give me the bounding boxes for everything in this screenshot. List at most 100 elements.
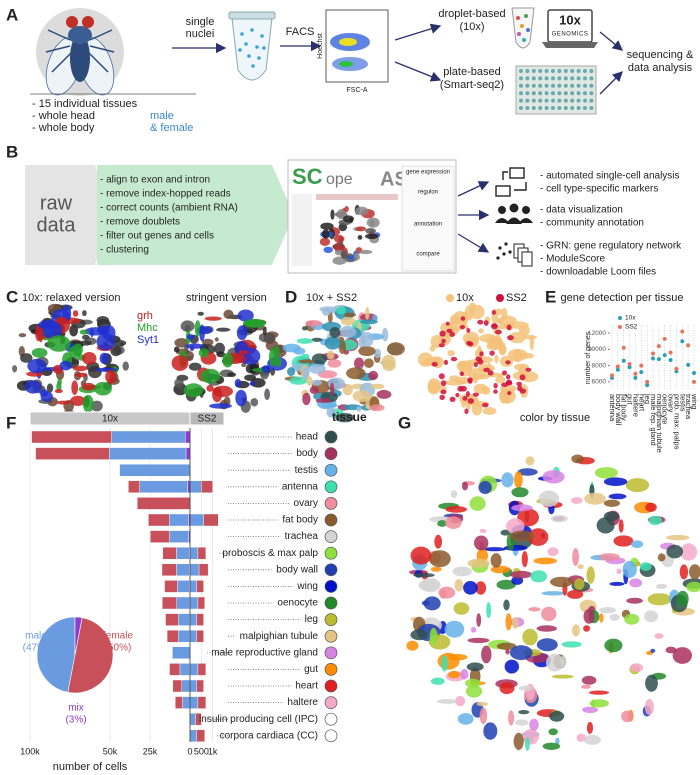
bar-segment [177,580,190,593]
bar-segment [189,713,196,726]
tissue-swatch [324,696,338,709]
well [544,69,549,73]
cell-cluster [465,678,481,688]
icon-computers [495,167,527,197]
dot [627,365,632,370]
cell-cluster [38,320,59,330]
x-tick-label: heart [637,394,646,412]
cell-cluster [547,547,559,557]
cell-cluster [311,337,323,342]
cell-cluster [583,625,591,632]
cell-cluster [528,607,541,612]
cell-cluster [216,351,226,358]
cell-cluster [613,535,634,547]
cell-cluster [644,699,655,715]
cell-cluster [486,602,492,619]
bar-segment [168,513,189,527]
cell-cluster [324,336,341,350]
well [519,91,523,96]
group-label: 10x [102,414,118,425]
legend-swatch [618,325,622,329]
cell-cluster [352,390,372,402]
bar-segment [178,613,190,626]
pipeline-step: - filter out genes and cells [100,231,214,242]
cell-cluster [459,371,465,377]
input-label: data [37,214,77,236]
dot [686,362,691,367]
input-label: raw [40,192,73,214]
tissue-swatch [324,463,338,477]
well [544,76,549,81]
bar-segment [203,513,219,527]
bar-segment [175,696,183,709]
well [557,91,562,96]
bar-segment [189,729,198,742]
cell-cluster [12,365,18,373]
cell-cluster [561,641,582,648]
dot [621,358,626,363]
cell-cluster [54,389,63,394]
cell-cluster [466,328,471,333]
cell-cluster [506,374,511,380]
well [551,69,555,73]
bar-segment [189,613,198,626]
cell-cluster [236,325,248,341]
x-tick-label: 1k [208,746,218,756]
cell-cluster [511,576,524,585]
cell-cluster [406,640,419,651]
tool-tsne [319,204,381,265]
cell-cluster [473,362,478,368]
cell-cluster [38,325,44,343]
cell-cluster [365,233,379,239]
well [583,98,587,103]
cell-cluster [511,487,529,498]
cell-cluster [676,590,689,607]
well [589,98,594,103]
well [531,69,536,73]
cell-cluster [465,391,470,397]
cell-cluster [478,328,484,334]
tissue-swatch [324,613,338,626]
tissue-label: gut [304,664,318,675]
cell-cluster [567,589,584,599]
well [551,98,555,103]
cell-cluster [441,338,446,344]
cell-cluster [512,617,519,629]
cell-cluster [344,312,356,318]
cell-cluster [471,402,483,416]
cell-cluster [249,381,256,386]
cell-cluster [666,534,690,541]
cell-cluster [56,400,71,405]
cell-cluster [82,334,90,340]
dot [645,383,650,388]
x-tick-label: wing [690,393,699,409]
tissue-list: - 15 individual tissues [32,98,138,110]
cell-cluster [457,361,471,368]
tool-tab: regulon [418,190,438,196]
x-tick-label: oenocyte [661,394,670,424]
cell-cluster [467,637,490,644]
cell-cluster [346,367,366,380]
cell-cluster [548,728,558,736]
cell-cluster [443,359,449,365]
cell-cluster [689,564,700,580]
cell-cluster [235,389,247,407]
x-tick-label: fat body [620,394,629,421]
gene-legend: Mhc [137,322,158,334]
cell-cluster [344,206,349,212]
cell-cluster [194,320,201,337]
cell-cluster [250,398,259,407]
tube-cap [228,11,276,20]
cell-cluster [57,378,62,385]
bar-segment [198,563,209,576]
well [576,83,581,88]
cell-cluster [327,359,342,368]
cell-cluster [581,684,591,689]
well [557,76,562,81]
tissue-label: head [296,432,318,443]
bar-segment [165,613,179,626]
cell-cluster [586,721,594,734]
cell-cluster [468,341,474,347]
cell-cluster [197,311,204,316]
cell-cluster [96,333,115,351]
